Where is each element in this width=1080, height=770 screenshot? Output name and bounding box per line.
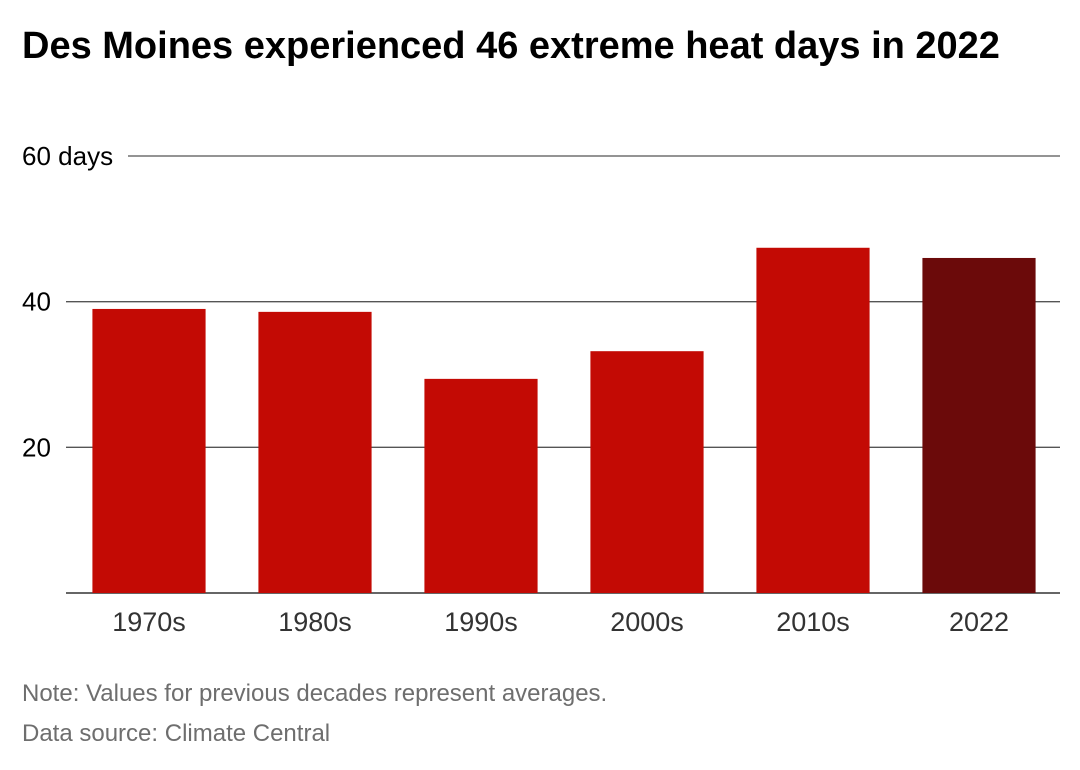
bar-2000s (590, 351, 704, 593)
bar-1990s (424, 378, 538, 593)
data-source: Data source: Climate Central (22, 720, 331, 747)
bars (92, 247, 1036, 593)
chart-note: Note: Values for previous decades repres… (22, 680, 608, 707)
y-tick-label: 60 days (22, 141, 113, 171)
bar-1980s (258, 311, 372, 593)
bar-2022 (922, 257, 1036, 593)
y-tick-label: 20 (22, 432, 51, 462)
x-tick-label: 1970s (112, 607, 186, 637)
y-tick-label: 40 (22, 287, 51, 317)
gridlines (66, 155, 1060, 594)
bar-1970s (92, 308, 206, 593)
x-tick-label: 1980s (278, 607, 352, 637)
x-tick-label: 2000s (610, 607, 684, 637)
x-tick-label: 2022 (949, 607, 1009, 637)
bar-2010s (756, 247, 870, 593)
x-tick-label: 2010s (776, 607, 850, 637)
axis-labels: 20 40 60 days 1970s 1980s 1990s 2000s 2010s 2022 (22, 141, 1009, 637)
chart-title: Des Moines experienced 46 extreme heat d… (22, 25, 1000, 67)
bar-chart: 20 40 60 days 1970s 1980s 1990s 2000s 2010s 2022 (22, 141, 1060, 637)
x-tick-label: 1990s (444, 607, 518, 637)
